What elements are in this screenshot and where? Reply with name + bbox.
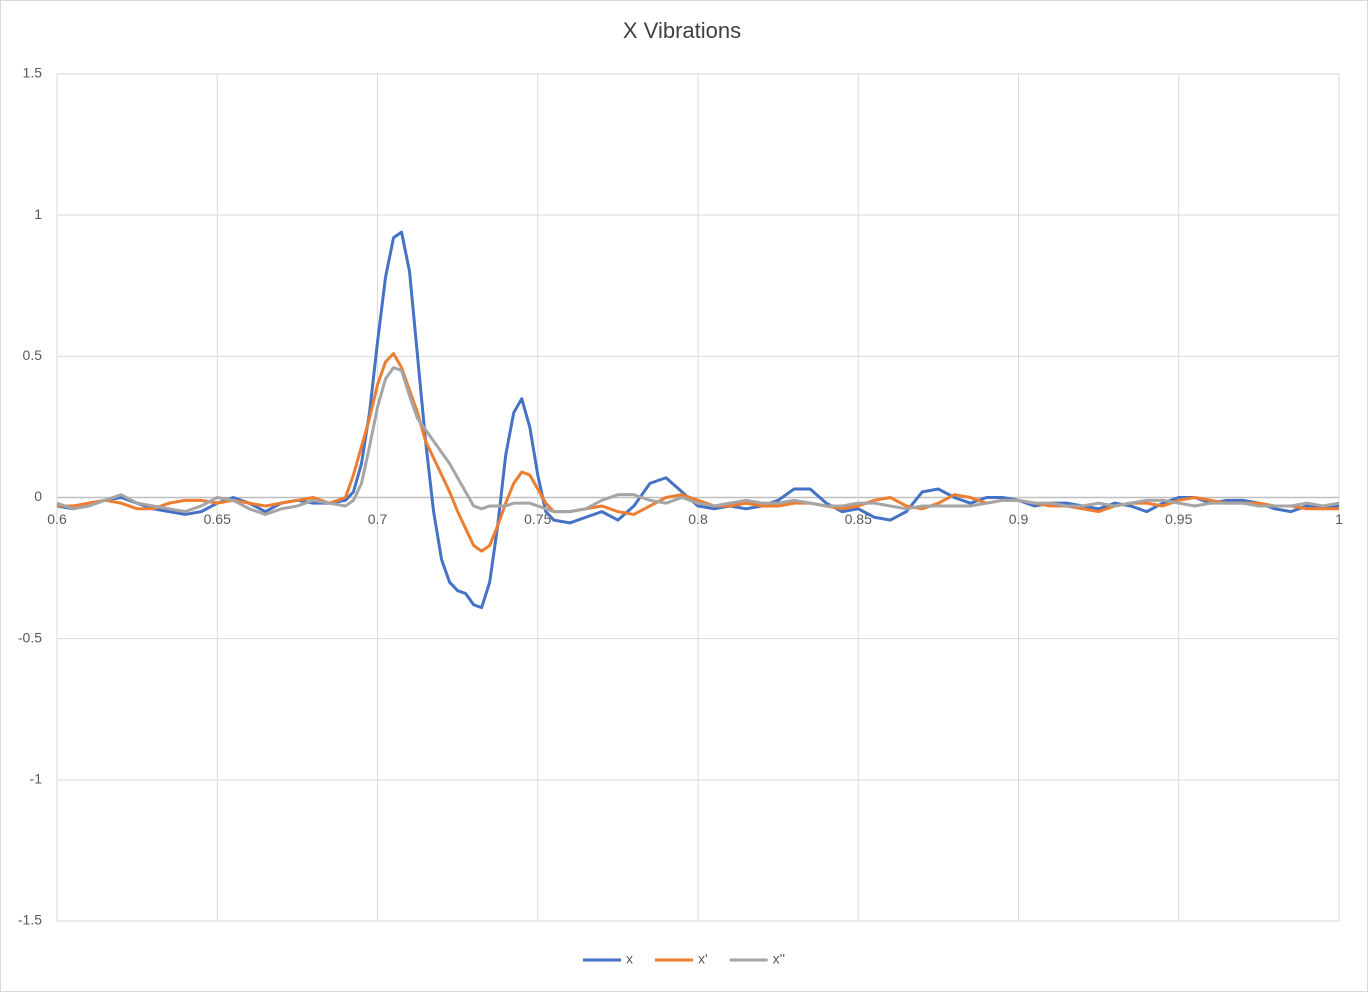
x-tick-label: 0.95 [1165,511,1192,527]
legend-label: x' [698,951,708,967]
y-tick-label: -0.5 [18,629,42,645]
x-tick-label: 0.85 [845,511,872,527]
x-tick-label: 0.65 [204,511,231,527]
x-tick-label: 0.6 [47,511,67,527]
chart-title: X Vibrations [623,18,741,43]
legend-label: x [626,951,633,967]
y-tick-label: -1 [30,771,43,787]
y-tick-label: -1.5 [18,912,42,928]
x-tick-label: 0.9 [1009,511,1029,527]
y-tick-label: 1.5 [23,65,43,81]
series-line [57,352,1339,553]
y-tick-label: 0 [34,488,42,504]
x-tick-label: 0.8 [688,511,708,527]
y-tick-label: 0.5 [23,347,43,363]
series-line [56,366,1340,516]
x-tick-label: 0.75 [524,511,551,527]
y-tick-label: 1 [34,206,42,222]
legend-label: x'' [773,951,785,967]
x-tick-label: 0.7 [368,511,388,527]
x-tick-label: 1 [1335,511,1343,527]
